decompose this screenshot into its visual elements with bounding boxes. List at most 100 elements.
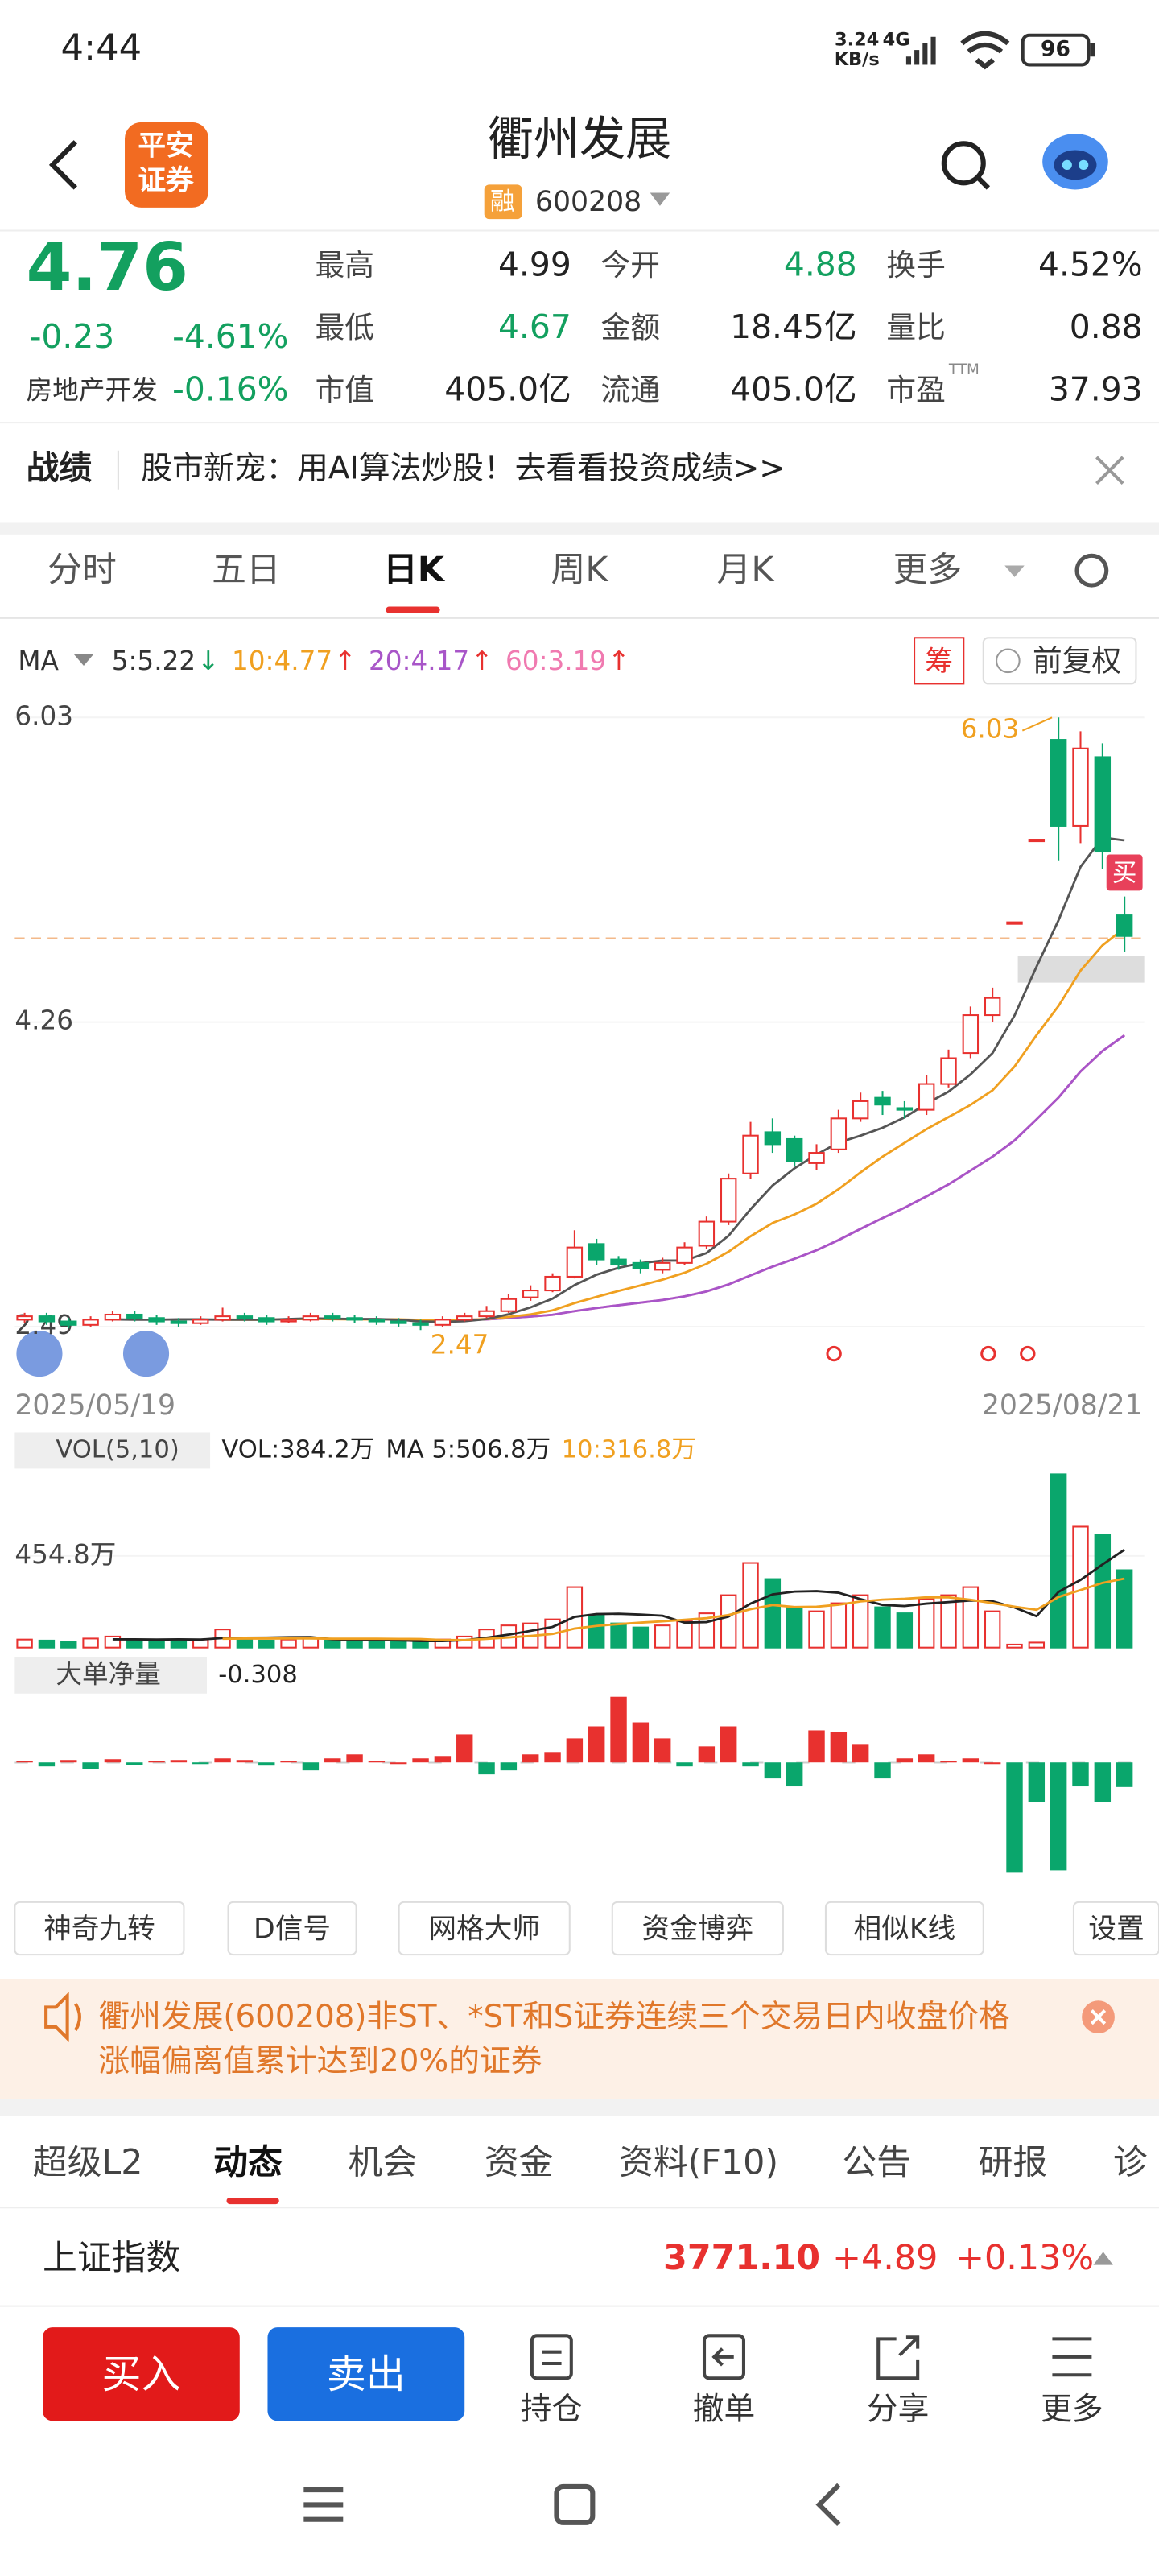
net-bar [808, 1730, 825, 1763]
volume-bar [632, 1626, 650, 1649]
volume-bar [1072, 1525, 1089, 1649]
chip-button-label: 筹 [925, 646, 953, 678]
price-change-pct: -4.61% [172, 317, 288, 356]
candle-body [588, 1243, 605, 1261]
candle-body [38, 1315, 56, 1323]
volume-bar [368, 1641, 386, 1649]
index-value: 3771.10 [663, 2238, 820, 2278]
period-tab[interactable]: 分时 [47, 550, 117, 590]
candle-body [346, 1317, 363, 1321]
net-bar [940, 1761, 957, 1763]
net-bar [258, 1762, 275, 1766]
x-end-label: 2025/08/21 [982, 1389, 1143, 1422]
dropdown-icon[interactable] [73, 654, 94, 666]
vol-ma-line [222, 1577, 1125, 1641]
net-bar [786, 1762, 803, 1787]
volume-bar [1116, 1569, 1133, 1649]
action-label[interactable]: 持仓 [521, 2392, 583, 2428]
tool-button[interactable] [824, 1901, 984, 1956]
net-bar [874, 1762, 891, 1779]
candle-body [148, 1317, 165, 1323]
sell-button[interactable] [267, 2327, 465, 2421]
vol-legend: VOL:384.2万 [221, 1435, 374, 1463]
vol-legend-bg[interactable] [14, 1432, 211, 1469]
back-button[interactable] [48, 140, 77, 190]
tool-button[interactable] [1072, 1901, 1159, 1956]
net-bar [500, 1762, 518, 1771]
search-button[interactable] [941, 141, 986, 186]
period-tab[interactable]: 周K [551, 550, 609, 590]
candle-body [632, 1261, 650, 1269]
action-label[interactable]: 分享 [867, 2392, 930, 2428]
net-bar [170, 1760, 188, 1763]
promo-text[interactable]: 股市新宠：用AI算法炒股！去看看投资成绩>> [141, 451, 785, 487]
tool-button[interactable] [398, 1901, 571, 1956]
net-legend-bg[interactable] [14, 1657, 207, 1694]
action-label[interactable]: 更多 [1041, 2392, 1103, 2428]
tool-button[interactable] [611, 1901, 784, 1956]
buy-button[interactable] [43, 2327, 240, 2421]
volume-bar [192, 1638, 209, 1649]
logo-text: 平安 [138, 130, 193, 162]
status-time: 4:44 [60, 26, 142, 68]
buy-tag-bg [1106, 854, 1143, 891]
dropdown-icon[interactable] [1004, 565, 1025, 577]
volume-bar [874, 1606, 891, 1649]
volume-bar [1028, 1641, 1046, 1649]
close-button[interactable] [1095, 456, 1124, 485]
candle-body [940, 1057, 957, 1085]
news-tab[interactable]: 研报 [979, 2143, 1048, 2183]
settings-button[interactable] [1074, 553, 1109, 588]
min-label: 2.47 [431, 1330, 489, 1360]
candle-body [500, 1298, 518, 1312]
period-tab[interactable]: 日K [383, 550, 446, 590]
tool-label: 神奇九转 [43, 1913, 155, 1946]
adjust-button[interactable] [982, 637, 1137, 685]
net-legend-name[interactable]: 大单净量 [56, 1658, 161, 1689]
tool-button[interactable] [227, 1901, 357, 1956]
draw-button[interactable] [122, 1331, 170, 1377]
x-start-label: 2025/05/19 [14, 1389, 175, 1422]
period-tab[interactable]: 五日 [212, 550, 281, 590]
volume-bar [830, 1602, 848, 1649]
net-bar [588, 1726, 605, 1763]
notice-text: 衢州发展(600208)非ST、*ST和S证券连续三个交易日内收盘价格 [98, 1999, 1009, 2035]
news-tab[interactable]: 动态 [213, 2143, 283, 2183]
wifi-icon [960, 31, 1010, 70]
net-bar [698, 1746, 716, 1763]
expand-icon[interactable] [1093, 2252, 1113, 2265]
candle-body [1006, 921, 1023, 925]
chip-button[interactable] [914, 637, 965, 685]
action-label[interactable]: 撤单 [693, 2392, 755, 2428]
volume-bar [38, 1639, 56, 1649]
y-tick-label: 4.26 [14, 1005, 73, 1036]
candle-body [742, 1134, 759, 1174]
net-bar [962, 1758, 980, 1763]
tool-button[interactable] [14, 1901, 185, 1956]
dropdown-icon[interactable] [650, 192, 670, 206]
vol-legend-name[interactable]: VOL(5,10) [56, 1435, 179, 1463]
net-bar [676, 1762, 693, 1767]
news-tab[interactable]: 资金 [485, 2143, 554, 2183]
net-bar [478, 1762, 495, 1775]
period-tab[interactable]: 月K [717, 550, 775, 590]
volume-bar [720, 1594, 737, 1649]
candle-body [456, 1315, 473, 1321]
news-tab[interactable]: 超级L2 [33, 2143, 143, 2183]
news-tab[interactable]: 公告 [842, 2143, 911, 2183]
net-bar [390, 1762, 407, 1765]
stock-name: 衢州发展 [488, 113, 671, 166]
ma-arrow: ↓ [197, 646, 219, 676]
news-tab[interactable]: 资料(F10) [619, 2143, 778, 2183]
volume-bar [126, 1638, 143, 1649]
news-tab[interactable]: 诊 [1113, 2143, 1148, 2183]
candle-body [412, 1322, 429, 1326]
net-bar [104, 1759, 122, 1763]
index-name: 上证指数 [43, 2238, 180, 2278]
news-tab[interactable]: 机会 [348, 2143, 417, 2183]
period-tab[interactable]: 更多 [893, 550, 963, 590]
buy-tag: 买 [1112, 860, 1137, 888]
expand-button[interactable] [16, 1331, 63, 1377]
